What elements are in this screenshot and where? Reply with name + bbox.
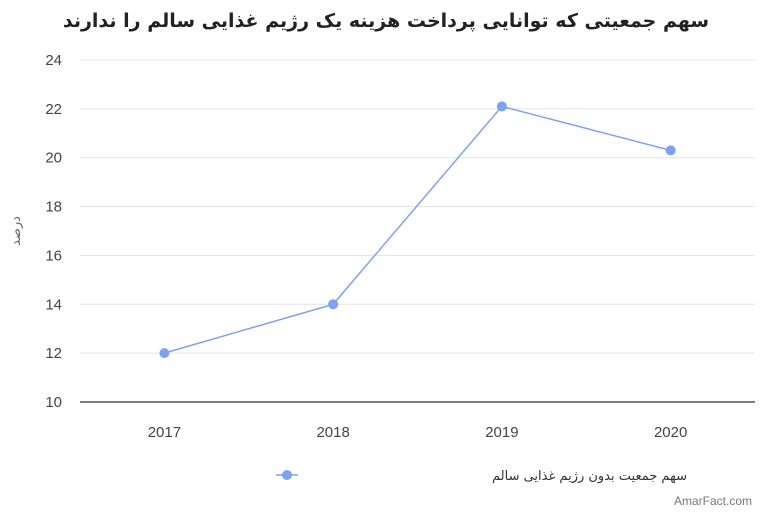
x-tick-label: 2020: [654, 424, 687, 441]
y-tick-label: 22: [45, 101, 62, 118]
y-axis: 10 12 14 16 18 20 22 24: [45, 52, 62, 411]
grid-lines: [80, 59, 755, 403]
chart-title: سهم جمعیتی که توانایی پرداخت هزینه یک رژ…: [63, 10, 709, 32]
source-watermark: AmarFact.com: [674, 494, 752, 508]
legend-label: سهم جمعیت بدون رژیم غذایی سالم: [492, 469, 687, 484]
y-tick-label: 18: [45, 199, 62, 216]
x-tick-label: 2019: [485, 424, 518, 441]
data-point: [328, 299, 339, 310]
data-point: [496, 101, 507, 112]
series-line: [164, 105, 671, 354]
series-layer: [159, 101, 676, 359]
data-point: [665, 145, 676, 156]
data-point: [159, 348, 170, 359]
y-tick-label: 14: [45, 296, 62, 313]
y-tick-label: 12: [45, 345, 62, 362]
x-tick-label: 2017: [148, 424, 181, 441]
x-tick-label: 2018: [316, 424, 349, 441]
x-axis: 2017 2018 2019 2020: [148, 424, 688, 441]
legend-marker: [282, 470, 292, 480]
y-tick-label: 24: [45, 52, 62, 69]
y-tick-label: 16: [45, 247, 62, 264]
y-tick-label: 10: [45, 394, 62, 411]
y-tick-label: 20: [45, 150, 62, 167]
legend[interactable]: سهم جمعیت بدون رژیم غذایی سالم: [276, 469, 687, 484]
y-axis-title: درصد: [9, 216, 24, 246]
